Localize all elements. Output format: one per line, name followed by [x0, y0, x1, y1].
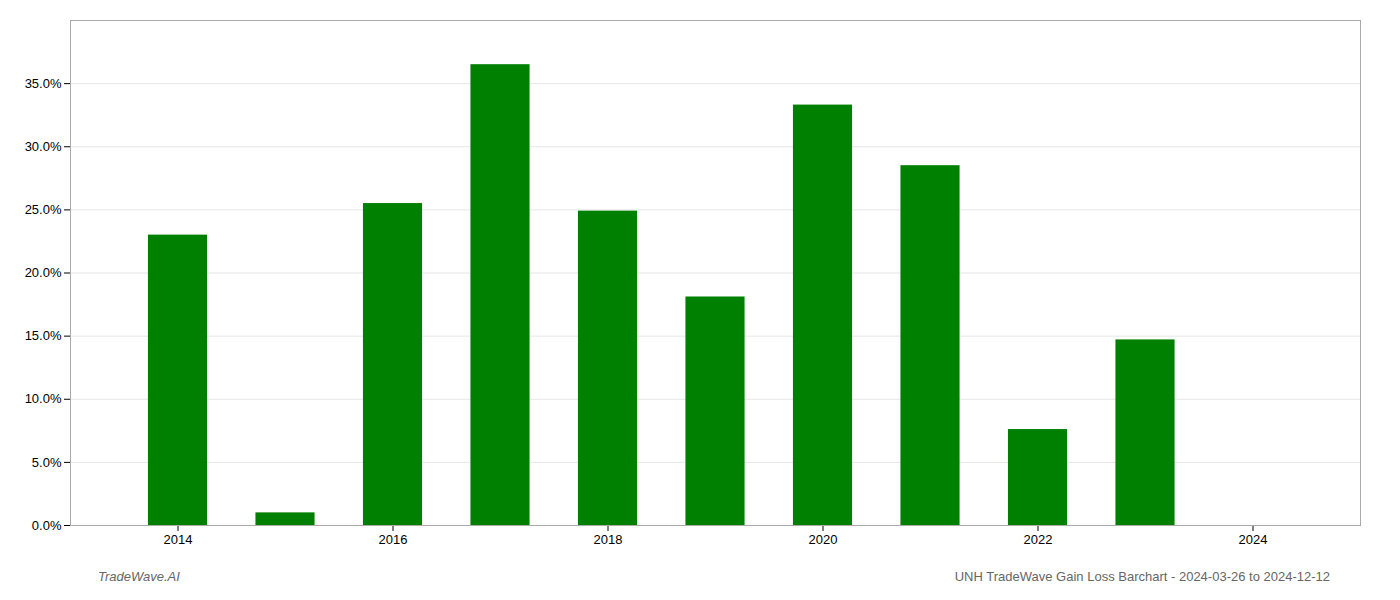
- html-text:UNH TradeWave Gain Loss Barcha: UNH TradeWave Gain Loss Barchart - 2024-…: [954, 569, 1330, 584]
- html-text:TradeWave.AI: TradeWave.AI: [98, 569, 180, 584]
- svg-text:25.0%: 25.0%: [25, 202, 62, 217]
- svg-text:2018: 2018: [594, 532, 623, 547]
- svg-text:2020: 2020: [809, 532, 838, 547]
- svg-text:20.0%: 20.0%: [25, 265, 62, 280]
- svg-text:2014: 2014: [164, 532, 193, 547]
- svg-text:15.0%: 15.0%: [25, 328, 62, 343]
- svg-text:5.0%: 5.0%: [32, 455, 62, 470]
- svg-text:0.0%: 0.0%: [32, 518, 62, 533]
- svg-text:2016: 2016: [379, 532, 408, 547]
- svg-text:2024: 2024: [1239, 532, 1268, 547]
- svg-text:35.0%: 35.0%: [25, 76, 62, 91]
- svg-text:10.0%: 10.0%: [25, 391, 62, 406]
- svg-text:2022: 2022: [1024, 532, 1053, 547]
- svg-text:30.0%: 30.0%: [25, 139, 62, 154]
